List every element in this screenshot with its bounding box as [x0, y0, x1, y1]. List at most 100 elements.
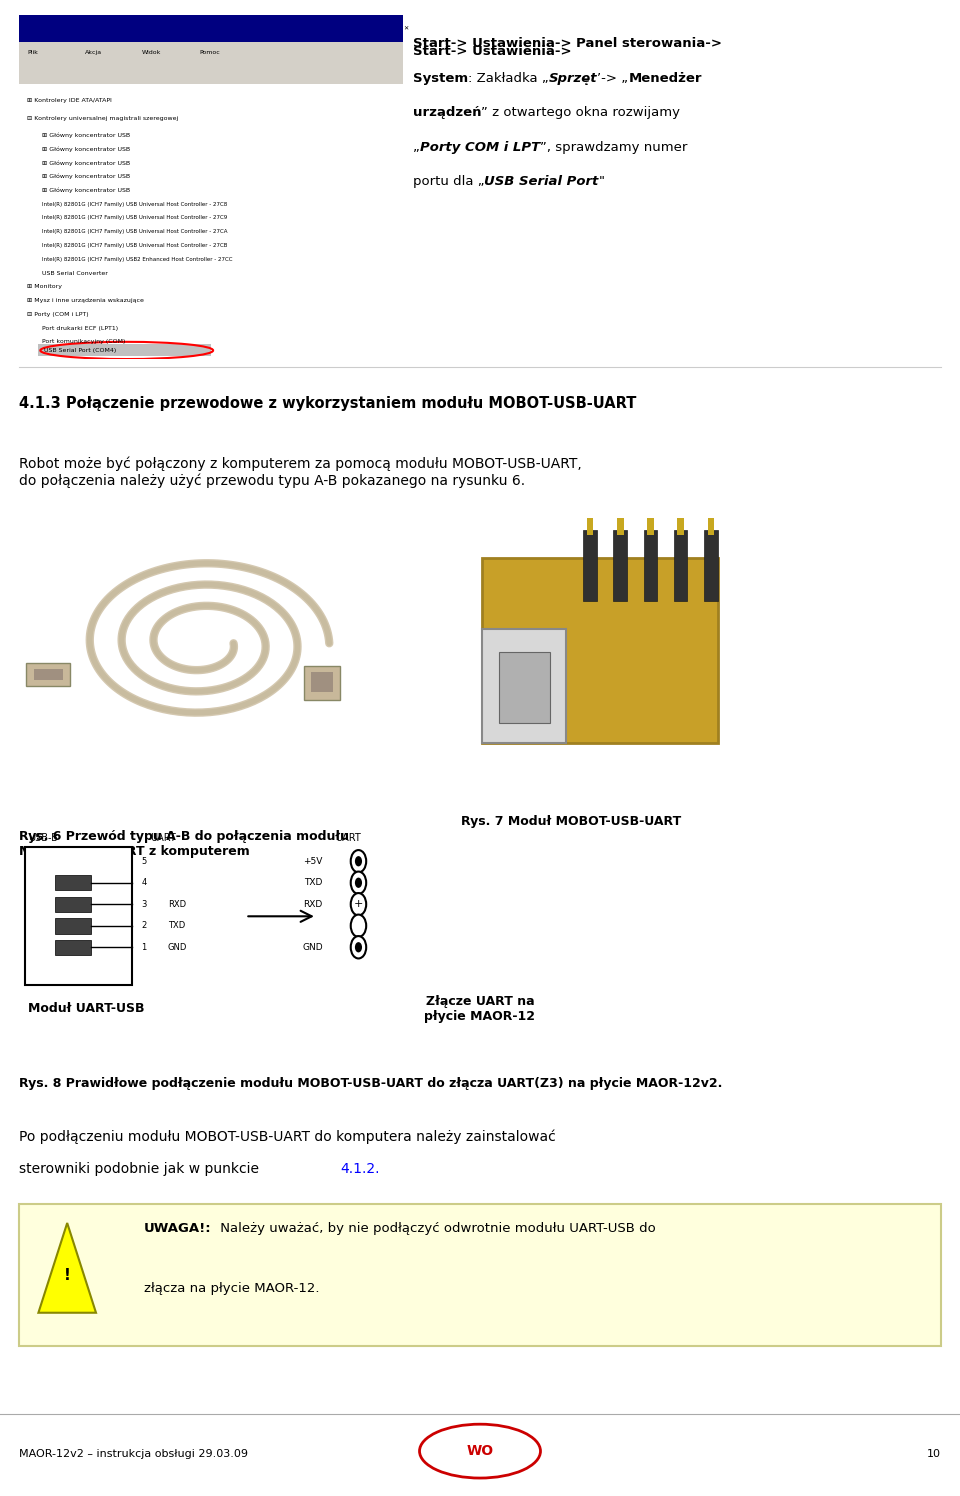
Text: Plik: Plik [27, 51, 37, 55]
Bar [55, 896, 90, 913]
Text: ⊞ Główny koncentrator USB: ⊞ Główny koncentrator USB [42, 133, 131, 138]
Text: RXD: RXD [168, 899, 186, 908]
Bar [708, 518, 714, 536]
Text: ’-> „: ’-> „ [597, 72, 629, 85]
Text: Akcja: Akcja [84, 51, 102, 55]
Bar [388, 18, 403, 39]
Polygon shape [38, 1224, 96, 1313]
Text: Rys. 7 Moduł MOBOT-USB-UART: Rys. 7 Moduł MOBOT-USB-UART [461, 815, 681, 829]
Text: Porty COM i LPT: Porty COM i LPT [420, 141, 540, 154]
Text: złącza na płycie MAOR-12.: złącza na płycie MAOR-12. [144, 1282, 320, 1296]
Text: ⊞ Mysz i inne urządzenia wskazujące: ⊞ Mysz i inne urządzenia wskazujące [27, 298, 144, 304]
Circle shape [350, 893, 366, 916]
Circle shape [420, 1424, 540, 1478]
Bar [357, 18, 372, 39]
Text: 2: 2 [141, 922, 147, 931]
Text: Robot może być połączony z komputerem za pomocą modułu MOBOT-USB-UART,
do połącz: Robot może być połączony z komputerem za… [19, 456, 582, 488]
Circle shape [355, 942, 362, 953]
Text: ": " [599, 175, 605, 188]
Bar [27, 663, 70, 685]
Text: ⊞ Główny koncentrator USB: ⊞ Główny koncentrator USB [42, 147, 131, 153]
Text: 4.1.2.: 4.1.2. [341, 1162, 380, 1176]
Circle shape [355, 878, 362, 889]
Circle shape [350, 872, 366, 895]
Text: Widok: Widok [142, 51, 161, 55]
Bar [55, 919, 90, 934]
Bar [34, 669, 63, 681]
Text: RXD: RXD [303, 899, 323, 908]
Text: ✕: ✕ [403, 27, 408, 31]
Text: Intel(R) 82801G (ICH7 Family) USB2 Enhanced Host Controller - 27CC: Intel(R) 82801G (ICH7 Family) USB2 Enhan… [42, 257, 232, 262]
Text: USB-B: USB-B [28, 833, 58, 844]
Text: ⊞ Główny koncentrator USB: ⊞ Główny koncentrator USB [42, 160, 131, 166]
Text: 5: 5 [141, 857, 147, 866]
Text: Intel(R) 82801G (ICH7 Family) USB Universal Host Controller - 27C9: Intel(R) 82801G (ICH7 Family) USB Univer… [42, 215, 228, 220]
Bar [584, 530, 596, 601]
FancyBboxPatch shape [19, 1204, 941, 1346]
Bar [674, 530, 687, 601]
Text: ⊞ Główny koncentrator USB: ⊞ Główny koncentrator USB [42, 187, 131, 193]
Text: urządzeń: urządzeń [413, 106, 481, 120]
Text: GND: GND [302, 942, 323, 951]
Bar [372, 18, 388, 39]
Text: 10: 10 [926, 1448, 941, 1459]
Text: 4: 4 [141, 878, 147, 887]
Text: Port komunikacyjny (COM): Port komunikacyjny (COM) [42, 340, 126, 344]
Text: 4.1.3 Połączenie przewodowe z wykorzystaniem modułu MOBOT-USB-UART: 4.1.3 Połączenie przewodowe z wykorzysta… [19, 396, 636, 411]
Text: USB Serial Port: USB Serial Port [485, 175, 599, 188]
Text: TXD: TXD [168, 922, 185, 931]
Circle shape [355, 856, 362, 866]
FancyArrowPatch shape [248, 911, 312, 922]
Circle shape [350, 914, 366, 936]
Text: ⊞ Kontrolery IDE ATA/ATAPI: ⊞ Kontrolery IDE ATA/ATAPI [27, 99, 111, 103]
Text: Menedżer urządzeń: Menedżer urządzeń [31, 24, 116, 33]
Bar [19, 42, 403, 63]
Text: ⊞ Monitory: ⊞ Monitory [27, 284, 61, 289]
Text: ⊟ Porty (COM i LPT): ⊟ Porty (COM i LPT) [27, 311, 88, 317]
Circle shape [350, 936, 366, 959]
Text: System: System [413, 72, 468, 85]
Bar [55, 939, 90, 954]
Text: Rys. 8 Prawidłowe podłączenie modułu MOBOT-USB-UART do złącza UART(Z3) na płycie: Rys. 8 Prawidłowe podłączenie modułu MOB… [19, 1077, 723, 1091]
Bar [616, 518, 624, 536]
Text: +: + [354, 899, 363, 910]
Text: 1: 1 [141, 942, 147, 951]
Text: □: □ [392, 25, 398, 31]
Text: Pomoc: Pomoc [200, 51, 221, 55]
Circle shape [350, 850, 366, 872]
Text: USB Serial Converter: USB Serial Converter [42, 271, 108, 275]
Bar [19, 84, 403, 359]
Text: MAOR-12v2 – instrukcja obsługi 29.03.09: MAOR-12v2 – instrukcja obsługi 29.03.09 [19, 1448, 249, 1459]
Bar [303, 666, 340, 700]
Bar [38, 344, 211, 356]
Text: „: „ [413, 141, 420, 154]
Text: UART: UART [150, 833, 176, 844]
Text: : Zakładka „: : Zakładka „ [468, 72, 549, 85]
Text: Start-> Ustawienia->: Start-> Ustawienia-> [413, 37, 576, 51]
Bar [25, 847, 132, 986]
Bar [482, 558, 717, 744]
Text: GND: GND [168, 942, 187, 951]
Text: Intel(R) 82801G (ICH7 Family) USB Universal Host Controller - 27CB: Intel(R) 82801G (ICH7 Family) USB Univer… [42, 242, 228, 248]
Bar [678, 518, 684, 536]
Text: Należy uważać, by nie podłączyć odwrotnie modułu UART-USB do: Należy uważać, by nie podłączyć odwrotni… [216, 1222, 656, 1236]
Text: _: _ [376, 25, 380, 31]
Bar [19, 15, 403, 42]
Text: ⊞ Główny koncentrator USB: ⊞ Główny koncentrator USB [42, 174, 131, 180]
Text: Po podłączeniu modułu MOBOT-USB-UART do komputera należy zainstalować: Po podłączeniu modułu MOBOT-USB-UART do … [19, 1129, 556, 1144]
Text: Złącze UART na
płycie MAOR-12: Złącze UART na płycie MAOR-12 [424, 995, 536, 1023]
Bar [55, 875, 90, 890]
Bar [587, 518, 593, 536]
Text: Intel(R) 82801G (ICH7 Family) USB Universal Host Controller - 27CA: Intel(R) 82801G (ICH7 Family) USB Univer… [42, 229, 228, 235]
Text: USB Serial Port (COM4): USB Serial Port (COM4) [44, 349, 116, 353]
Bar [613, 530, 627, 601]
Text: Rys. 6 Przewód typu A-B do połączenia modułu
MOBOT-USB-UART z komputerem: Rys. 6 Przewód typu A-B do połączenia mo… [19, 830, 349, 859]
Text: UWAGA!:: UWAGA!: [144, 1222, 211, 1236]
Text: ⊟ Kontrolery universalnej magistrali szeregowej: ⊟ Kontrolery universalnej magistrali sze… [27, 115, 179, 121]
Text: Moduł UART-USB: Moduł UART-USB [28, 1002, 145, 1016]
Text: Panel sterowania->: Panel sterowania-> [576, 37, 722, 51]
Text: portu dla „: portu dla „ [413, 175, 485, 188]
Text: Port drukarki ECF (LPT1): Port drukarki ECF (LPT1) [42, 326, 118, 331]
Text: +5V: +5V [303, 857, 323, 866]
Text: Intel(R) 82801G (ICH7 Family) USB Universal Host Controller - 27C8: Intel(R) 82801G (ICH7 Family) USB Univer… [42, 202, 228, 206]
